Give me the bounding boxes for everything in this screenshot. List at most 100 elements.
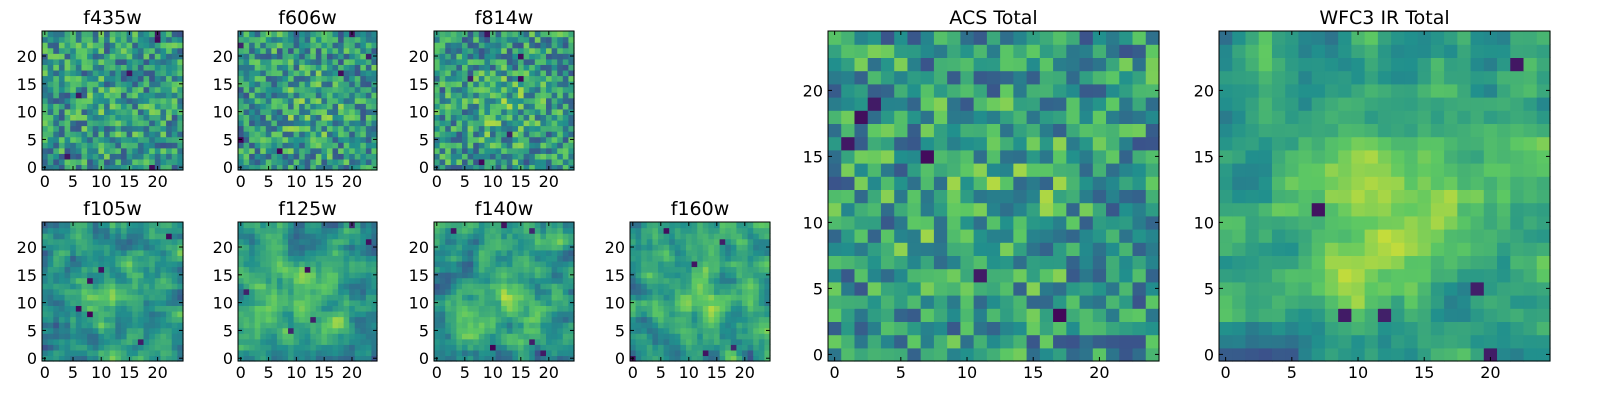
heatmap-cell (512, 244, 519, 251)
heatmap-cell (332, 272, 339, 279)
heatmap-cell (115, 92, 122, 99)
heatmap-cell (714, 299, 721, 306)
heatmap-cell (478, 64, 485, 71)
heatmap-cell (551, 108, 558, 115)
heatmap-cell (326, 322, 334, 329)
heatmap-cell (160, 86, 167, 93)
heatmap-cell (473, 31, 480, 38)
heatmap-cell (365, 64, 373, 71)
heatmap-cell (907, 189, 922, 204)
heatmap-cell (304, 158, 311, 166)
heatmap-cell (490, 119, 497, 127)
heatmap-cell (518, 266, 525, 273)
heatmap-cell (254, 142, 261, 149)
heatmap-cell (365, 97, 373, 104)
heatmap-cell (120, 42, 128, 49)
heatmap-cell (293, 92, 300, 99)
heatmap-cell (529, 42, 536, 49)
heatmap-cell (1013, 189, 1028, 204)
heatmap-cell (434, 64, 441, 71)
heatmap-cell (143, 31, 150, 38)
heatmap-cell (58, 97, 66, 104)
heatmap-cell (81, 244, 88, 251)
heatmap-cell (1013, 268, 1028, 283)
heatmap-cell (551, 349, 558, 357)
heatmap-cell (70, 316, 77, 323)
heatmap-cell (249, 344, 256, 351)
heatmap-cell (495, 97, 502, 104)
heatmap-cell (64, 222, 71, 229)
heatmap-cell (47, 108, 54, 115)
heatmap-cell (137, 142, 145, 149)
heatmap-cell (276, 338, 284, 345)
heatmap-cell (501, 131, 508, 138)
heatmap-cell (120, 238, 128, 245)
heatmap-cell (568, 75, 575, 82)
heatmap-cell (338, 244, 345, 251)
heatmap-cell (473, 255, 480, 262)
heatmap-cell (439, 277, 446, 284)
heatmap-cell (669, 222, 676, 229)
heatmap-cell (177, 58, 184, 65)
heatmap-cell (1053, 176, 1067, 190)
heatmap-cell (42, 260, 49, 268)
heatmap-cell (299, 283, 306, 290)
heatmap-cell (894, 242, 909, 256)
heatmap-cell (143, 349, 150, 357)
heatmap-cell (132, 233, 139, 240)
heatmap-cell (154, 305, 162, 312)
heatmap-cell (177, 316, 184, 323)
heatmap-cell (635, 272, 642, 279)
heatmap-cell (360, 153, 367, 160)
heatmap-cell (109, 322, 116, 329)
heatmap-cell (467, 344, 474, 351)
heatmap-cell (736, 288, 743, 295)
heatmap-cell (326, 64, 334, 71)
heatmap-cell (652, 260, 659, 268)
heatmap-cell (132, 322, 139, 329)
heatmap-cell (104, 294, 111, 301)
heatmap-cell (293, 47, 300, 54)
heatmap-cell (177, 283, 184, 290)
heatmap-cell (143, 310, 150, 318)
heatmap-cell (1066, 268, 1081, 283)
heatmap-cell (64, 288, 71, 295)
heatmap-cell (854, 347, 869, 362)
heatmap-cell (478, 86, 485, 93)
heatmap-cell (445, 333, 452, 340)
heatmap-cell (462, 277, 469, 284)
heatmap-cell (137, 322, 145, 329)
heatmap-cell (271, 249, 278, 256)
heatmap-cell (75, 158, 83, 166)
heatmap-cell (75, 131, 83, 138)
heatmap-cell (894, 189, 909, 204)
x-tick-label: 0 (40, 172, 50, 191)
heatmap-cell (149, 69, 156, 77)
heatmap-cell (523, 114, 530, 121)
heatmap-cell (434, 75, 441, 82)
heatmap-cell (58, 92, 66, 99)
heatmap-cell (663, 272, 670, 279)
heatmap-cell (75, 86, 83, 93)
heatmap-cell (310, 131, 317, 138)
heatmap-cell (641, 244, 648, 251)
heatmap-cell (568, 227, 575, 234)
heatmap-cell (92, 64, 99, 71)
heatmap-cell (986, 295, 1001, 309)
heatmap-cell (70, 255, 77, 262)
heatmap-cell (349, 103, 356, 110)
heatmap-cell (70, 266, 77, 273)
heatmap-cell (1132, 295, 1147, 309)
heatmap-cell (867, 202, 882, 217)
heatmap-cell (478, 142, 485, 149)
heatmap-cell (343, 131, 350, 138)
heatmap-cell (81, 147, 88, 154)
heatmap-cell (310, 125, 317, 132)
heatmap-cell (104, 97, 111, 104)
heatmap-cell (75, 31, 83, 38)
heatmap-cell (343, 227, 350, 234)
heatmap-cell (338, 288, 345, 295)
heatmap-cell (680, 355, 687, 362)
heatmap-cell (64, 81, 71, 88)
heatmap-cell (343, 327, 350, 334)
